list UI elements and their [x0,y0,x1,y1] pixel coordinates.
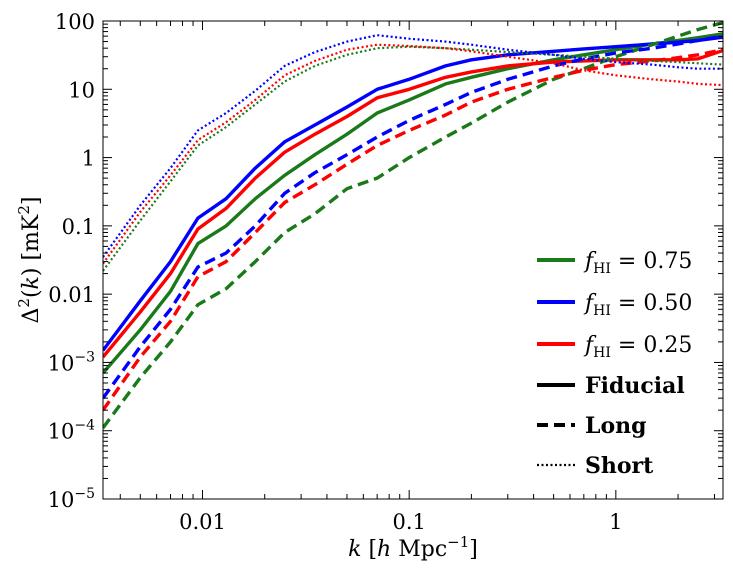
series-line-5 [103,48,723,412]
y-tick-label: 10−4 [48,418,95,444]
y-tick-label: 0.1 [62,215,95,239]
series-line-8 [103,43,723,265]
x-axis-label: k [h Mpc−1] [348,533,478,562]
legend-style-label-0: Fiducial [585,373,685,399]
y-tick-label: 0.01 [48,283,95,307]
x-tick-label: 1 [609,510,622,534]
series-layer [103,21,723,429]
y-tick-label: 10−5 [48,486,95,512]
y-tick-label: 10 [68,78,95,102]
y-axis-label: Δ2(k) [mK2] [15,197,44,324]
legend-style-label-1: Long [585,413,647,439]
y-tick-label: 10−3 [48,349,95,375]
x-tick-label: 0.01 [179,510,226,534]
y-tick-label: 1 [82,147,95,171]
y-tick-label: 100 [55,10,95,34]
legend-label-1: fHI = 0.50 [583,291,692,319]
series-line-6 [103,45,723,272]
series-line-1 [103,35,723,352]
plot-frame [102,20,724,500]
series-line-4 [103,34,723,400]
series-line-7 [103,34,723,258]
tick-layer: 0.01 0.1 1 10−5 10−4 10−3 0.01 0.1 1 10 100 [48,10,723,534]
x-tick-label: 0.1 [392,510,425,534]
legend-style-label-2: Short [585,453,654,479]
